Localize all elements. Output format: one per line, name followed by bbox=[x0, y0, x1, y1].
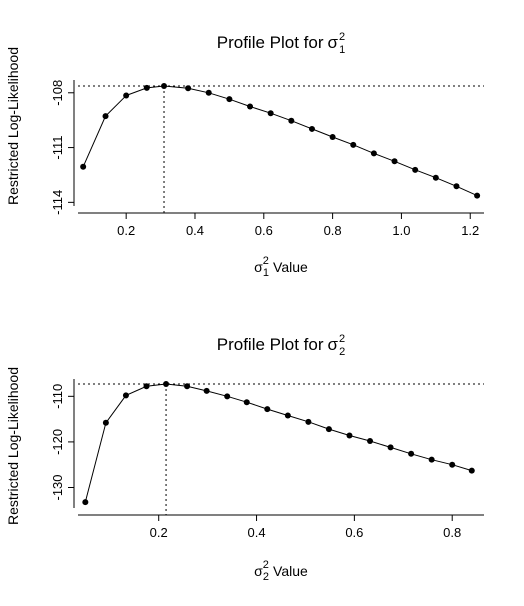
y-tick-label: -111 bbox=[50, 136, 65, 160]
x-tick-label: 0.2 bbox=[117, 223, 135, 238]
data-point bbox=[123, 92, 130, 99]
data-point bbox=[82, 499, 89, 506]
data-point bbox=[412, 166, 419, 173]
likelihood-series bbox=[80, 83, 481, 199]
x-tick-label: 0.6 bbox=[345, 525, 363, 540]
data-point bbox=[391, 158, 398, 165]
data-point bbox=[325, 426, 332, 433]
data-point bbox=[226, 96, 233, 103]
data-point bbox=[288, 117, 295, 124]
x-tick-label: 0.2 bbox=[150, 525, 168, 540]
data-point bbox=[143, 383, 150, 390]
y-tick-label: -114 bbox=[50, 190, 65, 215]
data-point bbox=[224, 393, 231, 400]
data-point bbox=[346, 432, 353, 439]
data-point bbox=[184, 383, 191, 390]
data-point bbox=[185, 85, 192, 92]
y-axis-ticks: -130 -120 -110 bbox=[50, 379, 75, 508]
x-axis-label: σ2 2 Value bbox=[254, 559, 308, 583]
x-tick-label: 0.4 bbox=[248, 525, 266, 540]
y-axis-label: Restricted Log-Likelihood bbox=[5, 367, 21, 525]
data-point bbox=[474, 192, 481, 199]
x-tick-label: 0.8 bbox=[443, 525, 461, 540]
data-point bbox=[102, 419, 109, 426]
data-point bbox=[264, 406, 271, 413]
data-point bbox=[370, 150, 377, 157]
data-point bbox=[122, 392, 129, 399]
data-point bbox=[387, 444, 394, 451]
data-point bbox=[453, 183, 460, 190]
y-tick-label: -120 bbox=[50, 429, 65, 455]
data-point bbox=[305, 418, 312, 425]
likelihood-line bbox=[84, 383, 472, 503]
y-tick-label: -110 bbox=[50, 384, 65, 409]
data-point bbox=[432, 174, 439, 181]
data-point bbox=[267, 110, 274, 117]
data-point bbox=[308, 125, 315, 132]
data-point bbox=[102, 113, 109, 120]
data-point bbox=[143, 84, 150, 91]
data-point bbox=[468, 467, 475, 474]
max-reference-lines bbox=[78, 383, 484, 515]
data-point bbox=[350, 141, 357, 148]
plot-title: Profile Plot for σ2 1 bbox=[217, 31, 346, 56]
y-tick-label: -108 bbox=[50, 80, 65, 106]
data-point bbox=[203, 387, 210, 394]
profile-plot-sigma2: Profile Plot for σ2 2 Restricted Log-Likel… bbox=[5, 333, 484, 583]
likelihood-series bbox=[82, 381, 475, 506]
x-tick-label: 1.2 bbox=[461, 223, 479, 238]
y-axis-label: Restricted Log-Likelihood bbox=[5, 47, 21, 205]
data-point bbox=[163, 381, 170, 388]
y-tick-label: -130 bbox=[50, 474, 65, 500]
y-axis-ticks: -114 -111 -108 bbox=[50, 80, 75, 215]
data-point bbox=[284, 412, 291, 419]
data-point bbox=[243, 399, 250, 406]
data-point bbox=[247, 103, 254, 110]
data-point bbox=[367, 437, 374, 444]
data-point bbox=[205, 89, 212, 96]
plot-title: Profile Plot for σ2 2 bbox=[217, 333, 346, 358]
x-axis-ticks: 0.2 0.4 0.6 0.8 bbox=[78, 514, 484, 540]
x-tick-label: 0.4 bbox=[186, 223, 204, 238]
data-point bbox=[161, 83, 168, 90]
x-axis-label: σ2 1 Value bbox=[254, 255, 308, 279]
data-point bbox=[449, 461, 456, 468]
x-axis-ticks: 0.2 0.4 0.6 0.8 1.0 1.2 bbox=[78, 212, 484, 238]
x-tick-label: 1.0 bbox=[392, 223, 410, 238]
data-point bbox=[329, 133, 336, 140]
data-point bbox=[428, 456, 435, 463]
profile-plot-sigma1: Profile Plot for σ2 1 Restricted Log-Likel… bbox=[5, 31, 484, 279]
data-point bbox=[80, 163, 87, 170]
x-tick-label: 0.8 bbox=[324, 223, 342, 238]
x-tick-label: 0.6 bbox=[255, 223, 273, 238]
likelihood-line bbox=[82, 85, 478, 197]
data-point bbox=[408, 450, 415, 457]
max-reference-lines bbox=[78, 85, 484, 213]
